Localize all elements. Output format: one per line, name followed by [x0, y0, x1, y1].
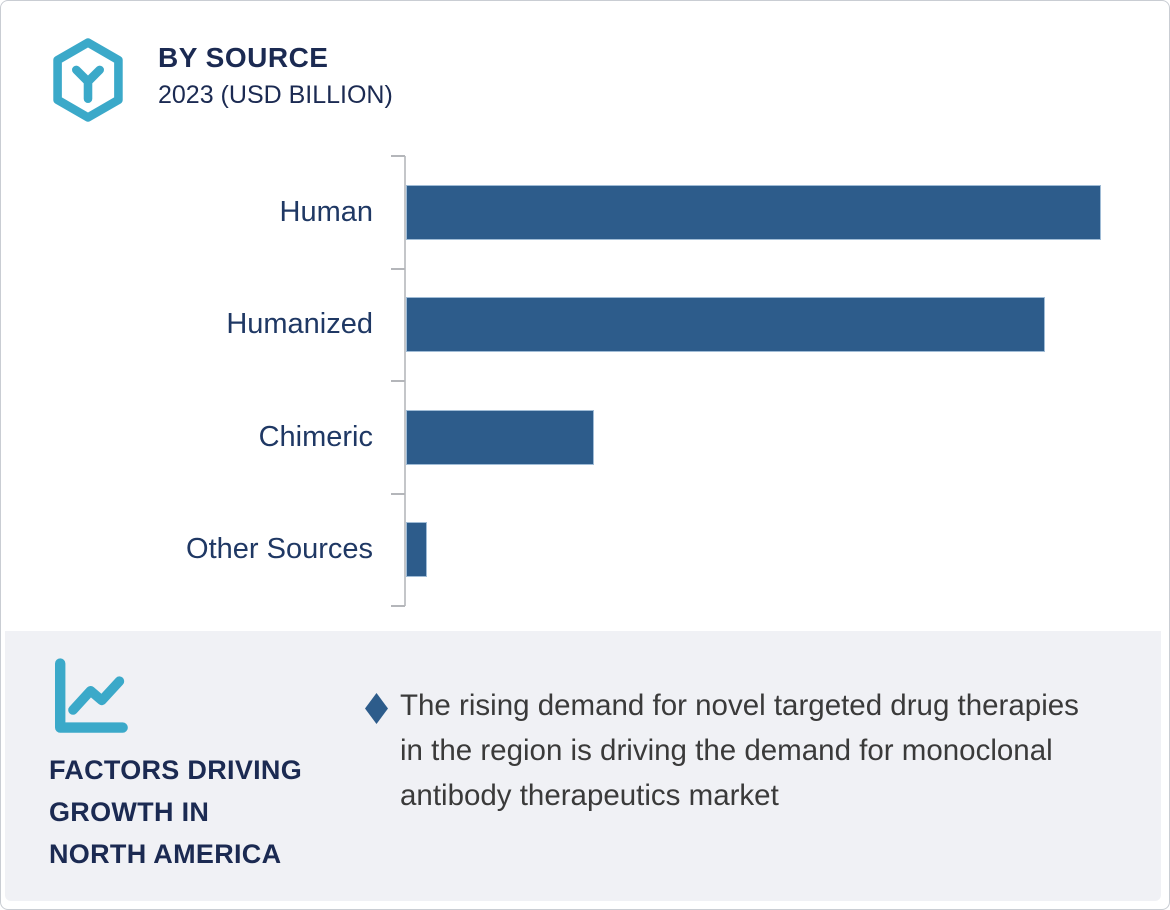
bar-row: Humanized: [1, 269, 1161, 382]
bar-track: [406, 409, 1161, 465]
hexagon-antibody-icon: [53, 38, 123, 122]
bar-rows: Human Humanized Chimeric Other Sources: [1, 156, 1161, 606]
header: BY SOURCE 2023 (USD BILLION): [49, 37, 393, 123]
bar-row: Chimeric: [1, 381, 1161, 494]
bar-human: [406, 184, 1101, 240]
factors-heading: FACTORS DRIVING GROWTH IN NORTH AMERICA: [49, 749, 302, 875]
category-label-humanized: Humanized: [226, 308, 373, 341]
factors-heading-line: GROWTH IN: [49, 797, 210, 827]
bar-row: Other Sources: [1, 494, 1161, 607]
axis-tick: [391, 492, 405, 495]
factors-panel: FACTORS DRIVING GROWTH IN NORTH AMERICA …: [5, 631, 1161, 901]
axis-tick: [391, 380, 405, 382]
line-chart-icon: [55, 658, 128, 733]
axis-tick: [391, 155, 405, 157]
axis-tick: [391, 605, 405, 607]
category-label-chimeric: Chimeric: [258, 420, 373, 453]
factors-heading-line: NORTH AMERICA: [49, 839, 282, 869]
factor-bullet-text: The rising demand for novel targeted dru…: [400, 689, 1079, 812]
header-text: BY SOURCE 2023 (USD BILLION): [158, 37, 393, 109]
axis-tick: [391, 267, 405, 270]
category-label-other-sources: Other Sources: [186, 533, 373, 566]
chart-subtitle: 2023 (USD BILLION): [158, 80, 393, 109]
factor-bullet: The rising demand for novel targeted dru…: [365, 683, 1105, 818]
bar-track: [406, 297, 1161, 353]
diamond-bullet-icon: [365, 693, 388, 724]
bar-chimeric: [406, 409, 594, 465]
value-axis-line: [404, 156, 406, 606]
bar-track: [406, 184, 1161, 240]
bar-track: [406, 522, 1161, 578]
bar-row: Human: [1, 156, 1161, 269]
chart-title: BY SOURCE: [158, 42, 329, 73]
bar-other-sources: [406, 522, 427, 578]
factors-heading-line: FACTORS DRIVING: [49, 755, 303, 785]
category-label-human: Human: [279, 195, 374, 228]
bar-humanized: [406, 297, 1046, 353]
bar-chart: Human Humanized Chimeric Other Sources: [1, 155, 1161, 607]
